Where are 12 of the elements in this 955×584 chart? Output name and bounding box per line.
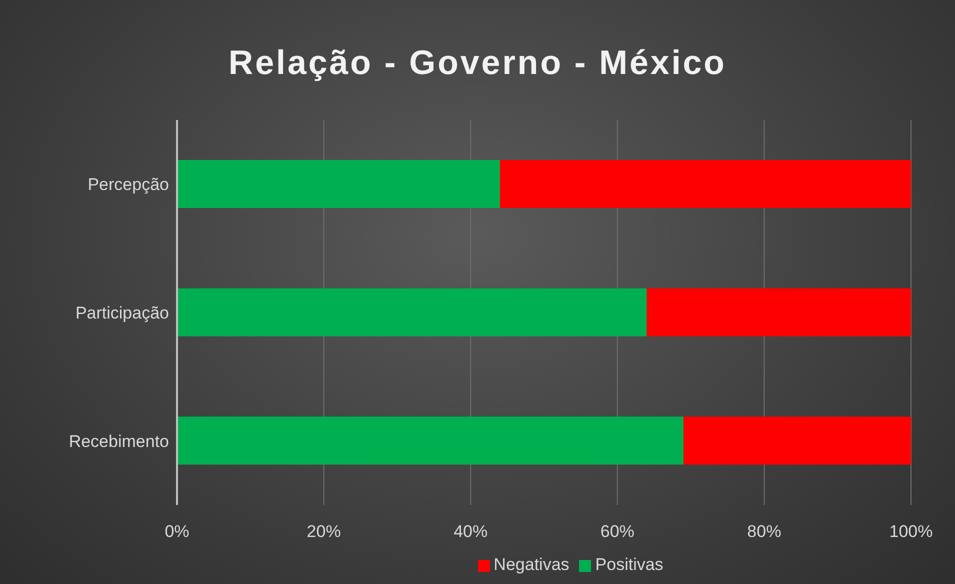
y-tick-label: Participação [75,304,169,323]
x-tick-label: 0% [164,522,190,542]
y-tick-label: Percepção [88,175,169,194]
x-tick-label: 40% [454,522,488,542]
x-tick-label: 60% [600,522,634,542]
chart-title: Relação - Governo - México [228,44,728,83]
x-tick-label: 80% [747,522,782,542]
legend-label: Negativas [494,555,570,574]
x-tick-label: 20% [306,522,341,542]
x-tick-label: 100% [889,522,933,542]
legend-label: Positivas [595,555,664,574]
y-tick-label: Recebimento [68,432,169,451]
